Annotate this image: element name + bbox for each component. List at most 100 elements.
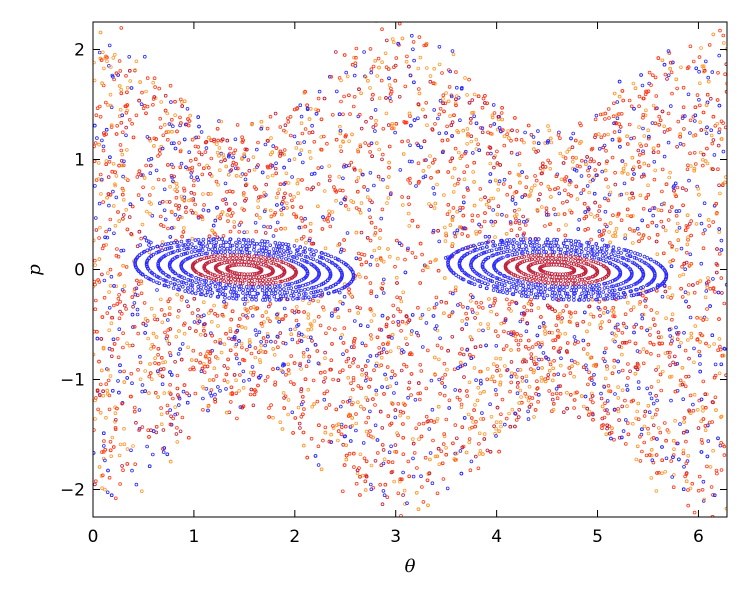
scatter-point (548, 187, 552, 192)
scatter-point (98, 225, 102, 230)
scatter-point (401, 493, 405, 497)
scatter-point (156, 369, 160, 374)
scatter-point (240, 172, 245, 176)
scatter-point (108, 439, 113, 444)
scatter-point (379, 355, 384, 360)
scatter-point (119, 159, 124, 163)
scatter-point (122, 284, 127, 288)
scatter-point (327, 74, 332, 79)
scatter-point (176, 393, 180, 397)
scatter-point (679, 340, 683, 345)
scatter-point (297, 338, 302, 343)
scatter-point (372, 248, 377, 253)
scatter-point (299, 148, 304, 153)
scatter-point (407, 22, 410, 23)
scatter-point (523, 223, 528, 227)
scatter-point (409, 33, 414, 38)
scatter-point (308, 236, 312, 241)
scatter-point (356, 149, 361, 154)
scatter-point (381, 461, 386, 466)
scatter-point (120, 152, 125, 157)
scatter-point (675, 185, 680, 190)
scatter-point (215, 313, 220, 318)
scatter-point (127, 118, 132, 122)
scatter-point (626, 362, 630, 366)
scatter-point (563, 179, 567, 183)
scatter-point (370, 97, 374, 101)
scatter-point (118, 69, 123, 73)
scatter-point (242, 379, 246, 383)
scatter-point (695, 315, 699, 320)
scatter-point (212, 139, 216, 144)
scatter-point (122, 442, 127, 447)
scatter-point (107, 203, 111, 208)
scatter-point (698, 150, 703, 155)
scatter-point (93, 282, 97, 287)
scatter-point (104, 415, 108, 420)
scatter-point (540, 340, 544, 345)
scatter-point (420, 312, 425, 317)
scatter-point (352, 73, 357, 78)
scatter-point (159, 100, 164, 104)
scatter-point (575, 323, 580, 328)
scatter-point (419, 369, 424, 373)
scatter-point (666, 218, 671, 222)
scatter-point (477, 441, 481, 446)
scatter-point (427, 307, 431, 312)
scatter-point (660, 167, 665, 172)
scatter-point (148, 193, 152, 197)
scatter-point (485, 377, 490, 382)
scatter-point (697, 349, 701, 354)
scatter-point (597, 204, 602, 209)
scatter-point (273, 111, 278, 116)
scatter-point (322, 397, 327, 402)
scatter-point (654, 224, 659, 228)
scatter-point (323, 356, 327, 361)
scatter-point (668, 170, 672, 175)
scatter-point (365, 324, 370, 329)
scatter-point (414, 184, 418, 188)
scatter-point (601, 356, 606, 361)
scatter-point (489, 414, 494, 419)
scatter-point (622, 340, 627, 345)
scatter-point (287, 371, 291, 376)
scatter-point (516, 415, 521, 419)
scatter-point (209, 388, 214, 392)
scatter-point (365, 398, 370, 402)
scatter-point (237, 223, 242, 227)
scatter-point (667, 241, 672, 245)
scatter-point (406, 139, 410, 143)
scatter-point (401, 470, 405, 475)
scatter-point (585, 184, 590, 188)
scatter-point (579, 191, 583, 196)
scatter-point (422, 43, 427, 48)
scatter-point (248, 392, 253, 397)
scatter-point (161, 360, 165, 365)
scatter-point (649, 396, 654, 401)
scatter-point (161, 428, 166, 432)
scatter-point (140, 425, 145, 429)
scatter-point (339, 201, 343, 206)
scatter-point (662, 124, 666, 129)
scatter-point (135, 312, 140, 317)
scatter-point (341, 399, 345, 404)
scatter-point (577, 415, 581, 420)
scatter-point (216, 182, 220, 187)
scatter-point (674, 214, 679, 218)
scatter-point (115, 247, 119, 251)
scatter-point (228, 229, 233, 234)
scatter-point (176, 352, 181, 356)
scatter-point (369, 289, 374, 294)
scatter-point (119, 87, 123, 92)
scatter-point (584, 363, 588, 368)
scatter-point (504, 214, 509, 218)
scatter-point (105, 103, 110, 107)
scatter-point (416, 116, 420, 121)
scatter-point (442, 393, 447, 398)
scatter-point (681, 451, 686, 456)
scatter-point (368, 171, 373, 175)
scatter-point (612, 332, 616, 336)
scatter-point (536, 306, 541, 310)
scatter-point (649, 351, 653, 356)
scatter-point (666, 73, 671, 78)
